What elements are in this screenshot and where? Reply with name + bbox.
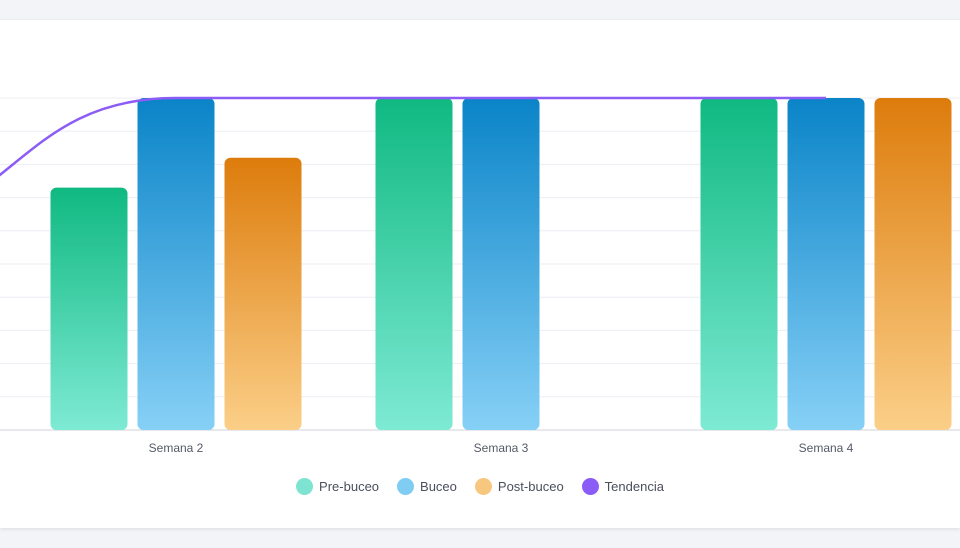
bar-post-buceo-2[interactable] <box>224 157 302 430</box>
trend-line <box>0 96 826 177</box>
legend-item-buceo[interactable]: Buceo <box>397 478 457 495</box>
legend-label: Buceo <box>420 479 457 494</box>
bar-buceo-4[interactable] <box>787 98 865 430</box>
legend-item-tendencia[interactable]: Tendencia <box>581 478 664 495</box>
bar-buceo-2[interactable] <box>137 98 215 430</box>
x-tick-label: Semana 4 <box>799 441 854 455</box>
legend-label: Post-buceo <box>497 479 564 494</box>
legend-label: Pre-buceo <box>319 479 380 494</box>
bars <box>50 98 952 430</box>
legend-swatch <box>474 478 492 495</box>
x-tick-label: Semana 3 <box>474 441 529 455</box>
bar-pre-buceo-4[interactable] <box>700 98 778 430</box>
legend-label: Tendencia <box>604 479 664 494</box>
legend-swatch <box>296 478 314 495</box>
trend-line-path <box>0 96 826 177</box>
x-axis: Semana 2 Semana 3 Semana 4 <box>149 441 854 455</box>
bar-pre-buceo-2[interactable] <box>50 187 128 430</box>
legend-item-post-buceo[interactable]: Post-buceo <box>474 478 564 495</box>
bar-pre-buceo-3[interactable] <box>375 98 453 430</box>
legend-swatch <box>581 478 599 495</box>
bar-buceo-3[interactable] <box>462 98 540 430</box>
x-tick-label: Semana 2 <box>149 441 204 455</box>
legend-swatch <box>397 478 415 495</box>
legend: Pre-buceo Buceo Post-buceo Tendencia <box>0 478 960 495</box>
bar-post-buceo-4[interactable] <box>874 98 952 430</box>
legend-item-pre-buceo[interactable]: Pre-buceo <box>296 478 379 495</box>
